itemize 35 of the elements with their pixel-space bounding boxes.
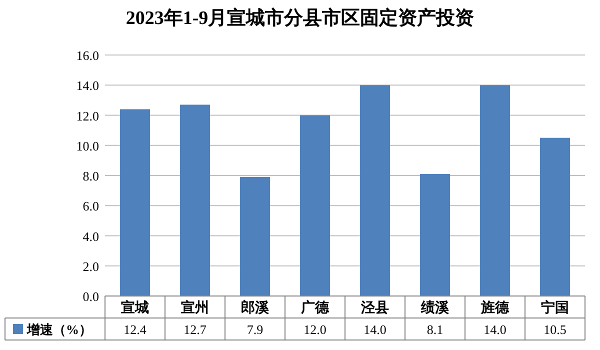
data-label: 14.0 [484, 322, 506, 337]
y-tick-label: 8.0 [82, 168, 99, 184]
y-tick-label: 2.0 [82, 258, 99, 274]
y-tick-label: 4.0 [82, 228, 99, 244]
data-label: 12.7 [184, 322, 207, 337]
y-tick-label: 16.0 [76, 48, 99, 63]
y-tick-label: 0.0 [82, 289, 99, 304]
x-tick-label: 宁国 [541, 299, 569, 316]
bar [120, 109, 150, 296]
y-tick-label: 12.0 [76, 108, 99, 124]
data-label: 12.4 [124, 322, 147, 337]
bar [360, 85, 390, 296]
bar [240, 177, 270, 296]
y-tick-label: 6.0 [82, 198, 99, 214]
x-tick-label: 绩溪 [420, 300, 450, 316]
bar [420, 174, 450, 296]
data-label: 14.0 [364, 322, 386, 337]
x-tick-label: 宣州 [181, 299, 209, 316]
data-label: 10.5 [544, 322, 566, 337]
data-label: 8.1 [426, 322, 444, 337]
x-tick-label: 郎溪 [241, 299, 270, 316]
bar [180, 104, 210, 296]
x-tick-label: 泾县 [360, 300, 389, 316]
legend-label: 增速（%） [26, 322, 92, 337]
data-label: 7.9 [246, 322, 264, 337]
bar [300, 115, 330, 296]
chart-title: 2023年1-9月宣城市分县市区固定资产投资 [126, 7, 474, 29]
bar [540, 138, 570, 296]
y-tick-label: 10.0 [76, 138, 99, 154]
y-tick-label: 14.0 [76, 78, 99, 94]
x-tick-label: 旌德 [480, 300, 510, 316]
data-label: 12.0 [304, 322, 326, 337]
x-tick-label: 宣城 [121, 299, 149, 316]
x-tick-label: 广德 [300, 299, 330, 316]
bar [480, 85, 510, 296]
